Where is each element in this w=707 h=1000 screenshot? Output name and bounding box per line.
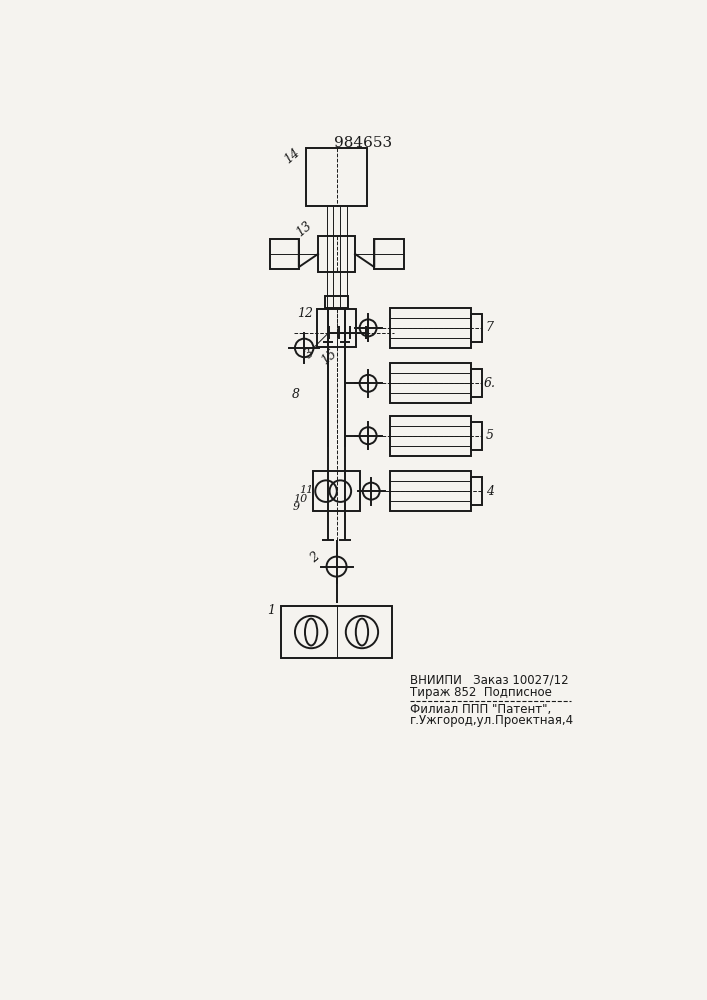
Bar — [312, 471, 361, 511]
Text: г.Ужгород,ул.Проектная,4: г.Ужгород,ул.Проектная,4 — [409, 714, 574, 727]
Text: 6.: 6. — [484, 377, 496, 390]
Text: 7: 7 — [486, 321, 493, 334]
Bar — [318, 235, 355, 272]
Bar — [305, 148, 368, 206]
Text: ВНИИПИ   Заказ 10027/12: ВНИИПИ Заказ 10027/12 — [409, 673, 568, 686]
Text: 2: 2 — [308, 550, 322, 565]
Text: 10: 10 — [293, 494, 308, 504]
Text: 13: 13 — [294, 219, 315, 239]
Bar — [472, 422, 482, 450]
Bar — [390, 471, 472, 511]
Text: 14: 14 — [281, 146, 302, 166]
Text: 8: 8 — [292, 388, 300, 401]
Text: 1: 1 — [267, 604, 276, 617]
Bar — [269, 239, 299, 269]
Text: 4: 4 — [486, 485, 493, 498]
Text: 12: 12 — [297, 307, 313, 320]
Text: 11: 11 — [299, 485, 314, 495]
Text: 15: 15 — [319, 347, 339, 367]
Bar — [472, 477, 482, 505]
Bar — [472, 314, 482, 342]
Text: 5: 5 — [486, 429, 493, 442]
Bar — [281, 606, 392, 658]
Bar — [325, 296, 348, 308]
Text: Филиал ППП "Патент",: Филиал ППП "Патент", — [409, 703, 551, 716]
Text: 3: 3 — [303, 347, 317, 362]
Bar — [317, 309, 356, 347]
Text: 9: 9 — [292, 502, 299, 512]
Text: Тираж 852  Подписное: Тираж 852 Подписное — [409, 686, 551, 699]
Bar — [390, 308, 472, 348]
Bar — [374, 239, 404, 269]
Bar — [390, 363, 472, 403]
Text: 984653: 984653 — [334, 136, 392, 150]
Bar — [390, 416, 472, 456]
Bar — [472, 369, 482, 397]
